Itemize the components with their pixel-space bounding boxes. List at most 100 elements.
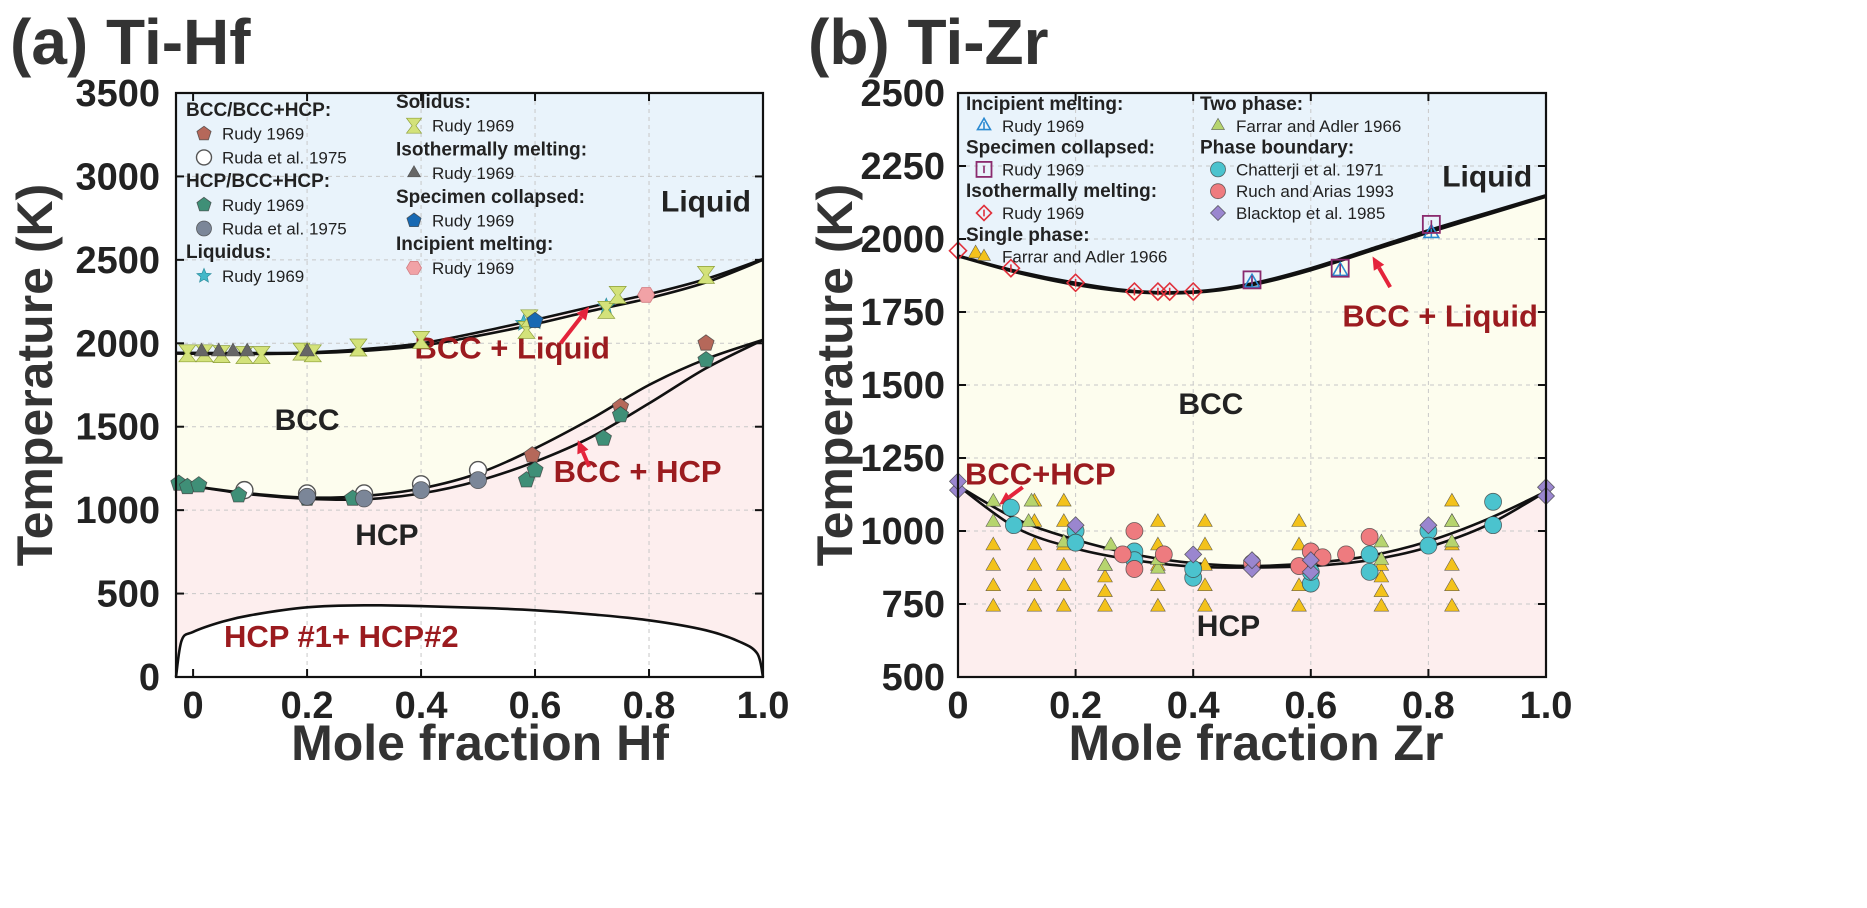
- panel-b-point: [1290, 557, 1308, 575]
- panel-b-point: [1113, 545, 1132, 564]
- panel-b-point: [1291, 536, 1307, 551]
- panel-a-point: [611, 406, 630, 423]
- panel-b-xtick-label: 0.8: [1402, 685, 1455, 727]
- panel-b-point: [1360, 527, 1379, 546]
- panel-b-point: [1102, 536, 1119, 551]
- panel-a-legend-header: Specimen collapsed:: [396, 187, 585, 208]
- panel-a-point: [696, 266, 716, 284]
- panel-b-point: [1150, 513, 1166, 527]
- panel-b-point: [1150, 597, 1166, 612]
- panel-b-point: [1026, 577, 1043, 592]
- panel-b-point: [1150, 559, 1166, 574]
- panel-b-point: [1055, 556, 1072, 571]
- panel-a-xtick-label: 0: [183, 685, 204, 727]
- panel-a-series-bcc-bcc-hcp-rudy-1969: [523, 334, 715, 463]
- panel-a-point: [239, 342, 256, 357]
- panel-b-point: [1419, 536, 1438, 555]
- panel-a-legend-header: HCP/BCC+HCP:: [186, 171, 330, 192]
- panel-a-point: [697, 351, 715, 368]
- panel-b-point: [985, 513, 1002, 527]
- panel-b-legend-marker-outline: [975, 204, 993, 222]
- panel-b-xtick-label: 0.4: [1167, 685, 1220, 727]
- panel-b-ticks: 500 750 1000 1250 1500 1750 2000 2250 2500 0 0.2 0.…: [860, 73, 1572, 727]
- panel-a-series-isothermally-melting-rudy-1969: [193, 342, 315, 357]
- panel-a-miscibility-gap-line: [174, 603, 765, 678]
- panel-b-ytick-label: 1500: [860, 365, 945, 407]
- panel-b-point: [1373, 568, 1390, 583]
- panel-b-ytick-label: 750: [882, 584, 945, 626]
- panel-a-point: [210, 342, 227, 357]
- panel-b-legend-marker-outline: [976, 116, 992, 131]
- panel-b-point: [1097, 597, 1113, 612]
- panel-b-legend-label: Blacktop et al. 1985: [1236, 204, 1385, 223]
- panel-b-xtick-label: 0.6: [1284, 685, 1337, 727]
- panel-a-bcc-fill: [176, 259, 763, 498]
- panel-b-point: [1097, 583, 1113, 597]
- panel-a-legend-label: Ruda et al. 1975: [222, 220, 347, 239]
- panel-a-arrow: [577, 440, 592, 468]
- panel-b-point: [1197, 536, 1213, 551]
- panel-b-point: [1183, 281, 1203, 302]
- panel-b-region-bcc: BCC: [1178, 388, 1243, 421]
- panel-a-point: [526, 461, 544, 478]
- panel-b-point: [1055, 513, 1072, 527]
- panel-b-point: [1066, 533, 1085, 552]
- panel-b-point: [1125, 522, 1144, 540]
- panel-b-point: [1291, 513, 1307, 527]
- panel-a-xtick-label: 0.4: [395, 685, 448, 727]
- panel-b-legend-marker: [1209, 204, 1227, 222]
- panel-b-point: [1360, 562, 1379, 581]
- panel-b-ytick-label: 2500: [860, 73, 945, 115]
- panel-a-region-bcc: BCC: [275, 404, 340, 437]
- panel-b-point-outline: [1243, 272, 1261, 288]
- panel-a-point: [697, 334, 715, 351]
- panel-b-point: [1026, 556, 1043, 571]
- panel-b-title: (b) Ti-Zr: [808, 6, 1049, 78]
- panel-a-legend-header: BCC/BCC+HCP:: [186, 100, 331, 121]
- panel-a-ticks: 0 500 1000 1500 2000 2500 3000 3500 0 0.2 0.4 0.6 0.…: [75, 73, 789, 727]
- panel-b-region-bcc-liquid: BCC + Liquid: [1342, 299, 1537, 334]
- panel-a-point: [225, 342, 241, 357]
- panel-b-point: [1124, 281, 1145, 302]
- panel-b-region-bcc-hcp: BCC+HCP: [965, 456, 1116, 491]
- panel-a-point: [523, 446, 541, 463]
- panel-b-point: [1125, 560, 1144, 578]
- panel-b-point: [985, 577, 1002, 592]
- panel-a-legend-marker: [196, 125, 212, 141]
- panel-b-legend-header: Isothermally melting:: [966, 181, 1157, 202]
- panel-a-legend-marker: [405, 117, 423, 134]
- panel-b-ytick-label: 1750: [860, 292, 945, 334]
- panel-b-point: [1373, 597, 1390, 612]
- panel-b-legend-header: Incipient melting:: [966, 94, 1123, 115]
- panel-a-legend-label: Rudy 1969: [432, 117, 514, 136]
- panel-a-point: [298, 487, 316, 506]
- panel-a-legend-label: Rudy 1969: [432, 259, 514, 278]
- panel-a-legend-marker: [406, 260, 422, 275]
- panel-b-ytick-label: 2000: [860, 219, 945, 261]
- panel-b-point: [1242, 551, 1262, 570]
- panel-a-arrow-head: [576, 306, 590, 321]
- panel-a-legend-label: Rudy 1969: [432, 164, 514, 183]
- panel-b-point: [1055, 597, 1072, 612]
- panel-b-xlabel: Mole fraction Zr: [1068, 715, 1443, 771]
- panel-b-ytick-label: 1000: [860, 511, 945, 553]
- panel-b-point: [1330, 258, 1350, 278]
- panel-b-point: [1065, 273, 1086, 293]
- panel-b-legend-marker: [976, 116, 992, 131]
- panel-b-point: [1301, 562, 1320, 581]
- panel-a-point: [412, 481, 430, 500]
- panel-b-point: [1004, 516, 1023, 535]
- panel-b-point-outline: [1331, 261, 1349, 277]
- panel-b-point: [1150, 577, 1166, 592]
- panel-b-point: [1421, 214, 1441, 234]
- panel-b-point-outline: [1421, 214, 1441, 234]
- panel-a-ytick-label: 500: [97, 574, 160, 616]
- panel-b-point: [1026, 597, 1043, 612]
- panel-a-legend-marker: [196, 267, 212, 283]
- panel-b-point: [1002, 498, 1020, 517]
- panel-a-series-hcp-bcc-hcp-ruda-et-al-1975: [298, 471, 487, 508]
- panel-a-ytick-label: 0: [139, 657, 160, 699]
- panel-a-arrow-shaft: [559, 315, 583, 345]
- panel-b-point-outline: [1065, 273, 1086, 293]
- panel-b-region-hcp: HCP: [1197, 610, 1260, 643]
